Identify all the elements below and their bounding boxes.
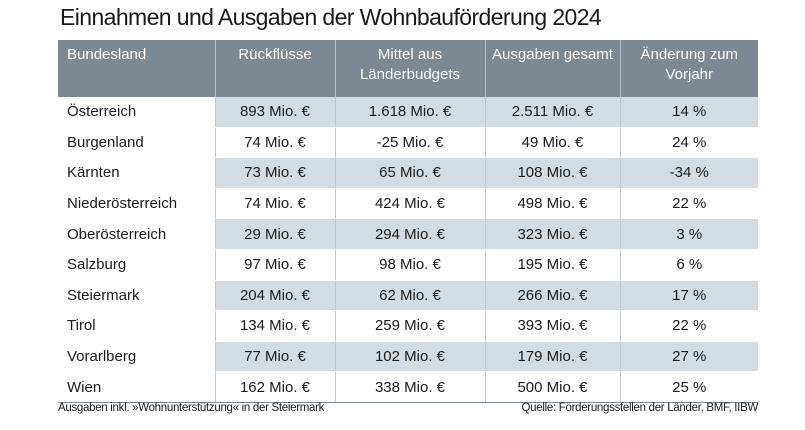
table-row: Oberösterreich 29 Mio. €294 Mio. €323 Mio…	[58, 218, 758, 250]
table-cell: 24 %	[619, 127, 758, 159]
row-label: Oberösterreich	[58, 218, 215, 250]
header-row: Bundesland Rückflüsse Mittel aus Länderbud…	[58, 40, 758, 97]
table-cell: 74 Mio. €	[214, 127, 335, 159]
table-cell: 259 Mio. €	[334, 310, 485, 342]
header-cell: Bundesland	[58, 40, 215, 97]
header-cell: Ausgaben gesamt	[484, 40, 620, 97]
table-row: Österreich 893 Mio. €1.618 Mio. €2.511 Mi…	[58, 97, 758, 128]
table-header: Bundesland Rückflüsse Mittel aus Länderbud…	[58, 40, 758, 97]
table-cell: 179 Mio. €	[484, 341, 620, 373]
table-row: Salzburg 97 Mio. €98 Mio. €195 Mio. €6 %	[58, 249, 758, 281]
table-cell: 204 Mio. €	[214, 280, 335, 312]
table-cell: 1.618 Mio. €	[334, 97, 485, 128]
table-cell: 134 Mio. €	[214, 310, 335, 342]
table-cell: 893 Mio. €	[214, 97, 335, 128]
table-cell: 73 Mio. €	[214, 157, 335, 189]
table-cell: 97 Mio. €	[214, 249, 335, 281]
header-cell: Mittel aus Länderbudgets	[334, 40, 485, 97]
table-row: Tirol 134 Mio. €259 Mio. €393 Mio. €22 %	[58, 310, 758, 342]
title: Einnahmen und Ausgaben der Wohnbauförder…	[60, 4, 602, 30]
table-cell: 49 Mio. €	[484, 127, 620, 159]
table-row: Wien 162 Mio. €338 Mio. €500 Mio. €25 %	[58, 371, 758, 403]
table-cell: 22 %	[619, 188, 758, 220]
row-label: Burgenland	[58, 127, 215, 159]
table-cell: 25 %	[619, 371, 758, 403]
source: Quelle: Förderungsstellen der Länder, BM…	[521, 402, 759, 414]
table-row: Vorarlberg 77 Mio. €102 Mio. €179 Mio. €2…	[58, 341, 758, 373]
table-cell: 424 Mio. €	[334, 188, 485, 220]
row-label: Österreich	[58, 97, 215, 128]
header-cell: Änderung zum Vorjahr	[619, 40, 758, 97]
row-label: Vorarlberg	[58, 341, 215, 373]
header-cell: Rückflüsse	[214, 40, 335, 97]
table-cell: 102 Mio. €	[334, 341, 485, 373]
table-cell: 338 Mio. €	[334, 371, 485, 403]
table-cell: 108 Mio. €	[484, 157, 620, 189]
footnote: Ausgaben inkl. »Wohnunterstützung« in de…	[58, 402, 325, 414]
row-label: Tirol	[58, 310, 215, 342]
table-cell: 500 Mio. €	[484, 371, 620, 403]
table-cell: 98 Mio. €	[334, 249, 485, 281]
table-body: Österreich 893 Mio. €1.618 Mio. €2.511 Mi…	[58, 97, 758, 403]
table-row: Kärnten 73 Mio. €65 Mio. €108 Mio. € -34 %	[58, 157, 758, 189]
table-cell: -34 %	[619, 157, 758, 189]
table-cell: 77 Mio. €	[214, 341, 335, 373]
table-cell: 162 Mio. €	[214, 371, 335, 403]
table-cell: 266 Mio. €	[484, 280, 620, 312]
table-cell: 393 Mio. €	[484, 310, 620, 342]
table-row: Niederösterreich 74 Mio. €424 Mio. €498 M…	[58, 188, 758, 220]
table-cell: 498 Mio. €	[484, 188, 620, 220]
table-cell: 74 Mio. €	[214, 188, 335, 220]
table-cell: 195 Mio. €	[484, 249, 620, 281]
table-cell: 3 %	[619, 218, 758, 250]
table-cell: 17 %	[619, 280, 758, 312]
table-cell: -25 Mio. €	[334, 127, 485, 159]
table-cell: 14 %	[619, 97, 758, 128]
table-row: Burgenland 74 Mio. € -25 Mio. €49 Mio. €24…	[58, 127, 758, 159]
table-cell: 62 Mio. €	[334, 280, 485, 312]
row-label: Salzburg	[58, 249, 215, 281]
table-cell: 294 Mio. €	[334, 218, 485, 250]
data-table: Bundesland Rückflüsse Mittel aus Länderbud…	[58, 40, 758, 403]
row-label: Kärnten	[58, 157, 215, 189]
table-row: Steiermark 204 Mio. €62 Mio. €266 Mio. €1…	[58, 280, 758, 312]
table-cell: 323 Mio. €	[484, 218, 620, 250]
table-cell: 65 Mio. €	[334, 157, 485, 189]
table-cell: 29 Mio. €	[214, 218, 335, 250]
table-cell: 2.511 Mio. €	[484, 97, 620, 128]
table-cell: 22 %	[619, 310, 758, 342]
table-cell: 27 %	[619, 341, 758, 373]
table-cell: 6 %	[619, 249, 758, 281]
row-label: Wien	[58, 371, 215, 403]
row-label: Steiermark	[58, 280, 215, 312]
row-label: Niederösterreich	[58, 188, 215, 220]
